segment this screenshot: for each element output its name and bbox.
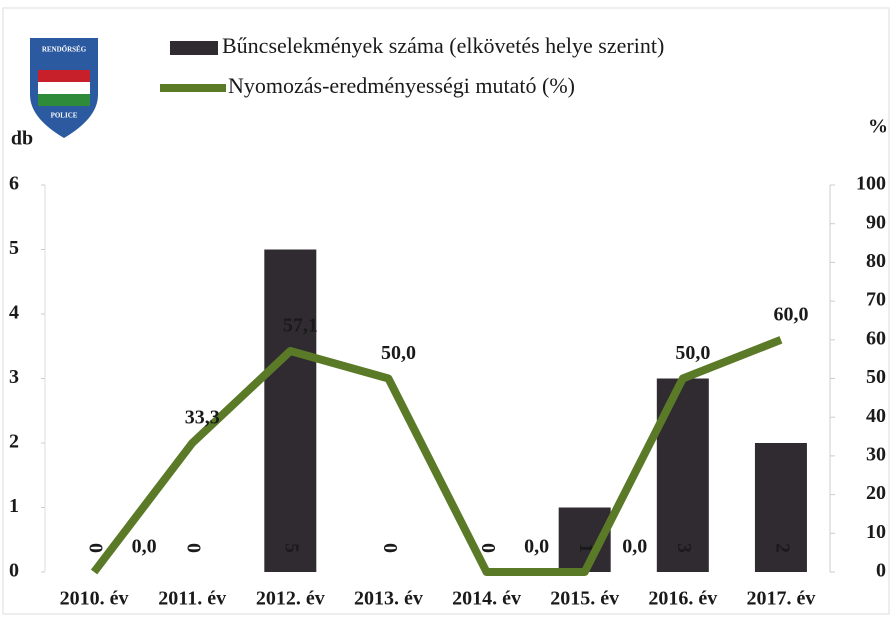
y2-axis-title: % bbox=[868, 116, 888, 138]
y2-tick-label: 50 bbox=[866, 366, 886, 388]
x-tick-label: 2013. év bbox=[354, 588, 423, 610]
bar bbox=[264, 249, 317, 572]
line-value-label: 50,0 bbox=[381, 342, 416, 364]
y2-tick-label: 40 bbox=[866, 405, 886, 427]
x-tick-label: 2017. év bbox=[746, 588, 815, 610]
y2-tick-label: 0 bbox=[876, 560, 886, 582]
y-tick-label: 1 bbox=[9, 495, 19, 517]
bar-value-label: 3 bbox=[673, 543, 695, 553]
frame bbox=[2, 7, 890, 615]
x-tick-label: 2016. év bbox=[648, 588, 717, 610]
line-value-label: 33,3 bbox=[185, 407, 220, 429]
legend-text: Bűncselekmények száma (elkövetés helye s… bbox=[222, 33, 664, 58]
y-tick-label: 5 bbox=[9, 237, 19, 259]
line-value-label: 0,0 bbox=[622, 536, 647, 558]
logo-stripe bbox=[38, 94, 90, 106]
y-tick-label: 2 bbox=[9, 431, 19, 453]
line-value-label: 57,1 bbox=[283, 315, 318, 337]
bar-value-label: 2 bbox=[771, 543, 793, 553]
y2-tick-label: 10 bbox=[866, 521, 886, 543]
logo: RENDŐRSÉG POLICE bbox=[30, 38, 98, 138]
bar-value-label: 0 bbox=[379, 543, 401, 553]
logo-stripe bbox=[38, 70, 90, 82]
bar bbox=[754, 443, 807, 572]
logo-stripe bbox=[38, 82, 90, 94]
y2-tick-label: 30 bbox=[866, 443, 886, 465]
legend-swatch bbox=[170, 41, 218, 55]
x-tick-label: 2011. év bbox=[158, 588, 226, 610]
y-axis-title: db bbox=[11, 128, 33, 150]
legend-text: Nyomozás-eredményességi mutató (%) bbox=[228, 73, 575, 98]
bar-value-label: 1 bbox=[575, 543, 597, 553]
y-tick-label: 3 bbox=[9, 366, 19, 388]
y-tick-label: 0 bbox=[9, 560, 19, 582]
y2-tick-label: 80 bbox=[866, 250, 886, 272]
x-tick-label: 2010. év bbox=[60, 588, 129, 610]
line-value-label: 60,0 bbox=[773, 303, 808, 325]
line bbox=[90, 336, 783, 576]
line-value-label: 0,0 bbox=[132, 536, 157, 558]
bar-value-label: 0 bbox=[477, 543, 499, 553]
y2-tick-label: 70 bbox=[866, 289, 886, 311]
line-value-label: 50,0 bbox=[675, 342, 710, 364]
bar-value-label: 5 bbox=[281, 543, 303, 553]
y2-tick-label: 90 bbox=[866, 211, 886, 233]
y2-tick-label: 100 bbox=[856, 173, 886, 195]
logo-bottom: POLICE bbox=[51, 112, 78, 120]
y2-tick-label: 20 bbox=[866, 482, 886, 504]
x-tick-label: 2012. év bbox=[256, 588, 325, 610]
bar-value-label: 0 bbox=[84, 543, 106, 553]
line-value-label: 0,0 bbox=[524, 536, 549, 558]
y-tick-label: 6 bbox=[9, 173, 19, 195]
y2-tick-label: 60 bbox=[866, 327, 886, 349]
x-tick-label: 2014. év bbox=[452, 588, 521, 610]
y-tick-label: 4 bbox=[9, 302, 19, 324]
bar-value-label: 0 bbox=[183, 543, 205, 553]
logo-top: RENDŐRSÉG bbox=[42, 46, 87, 54]
x-tick-label: 2015. év bbox=[550, 588, 619, 610]
